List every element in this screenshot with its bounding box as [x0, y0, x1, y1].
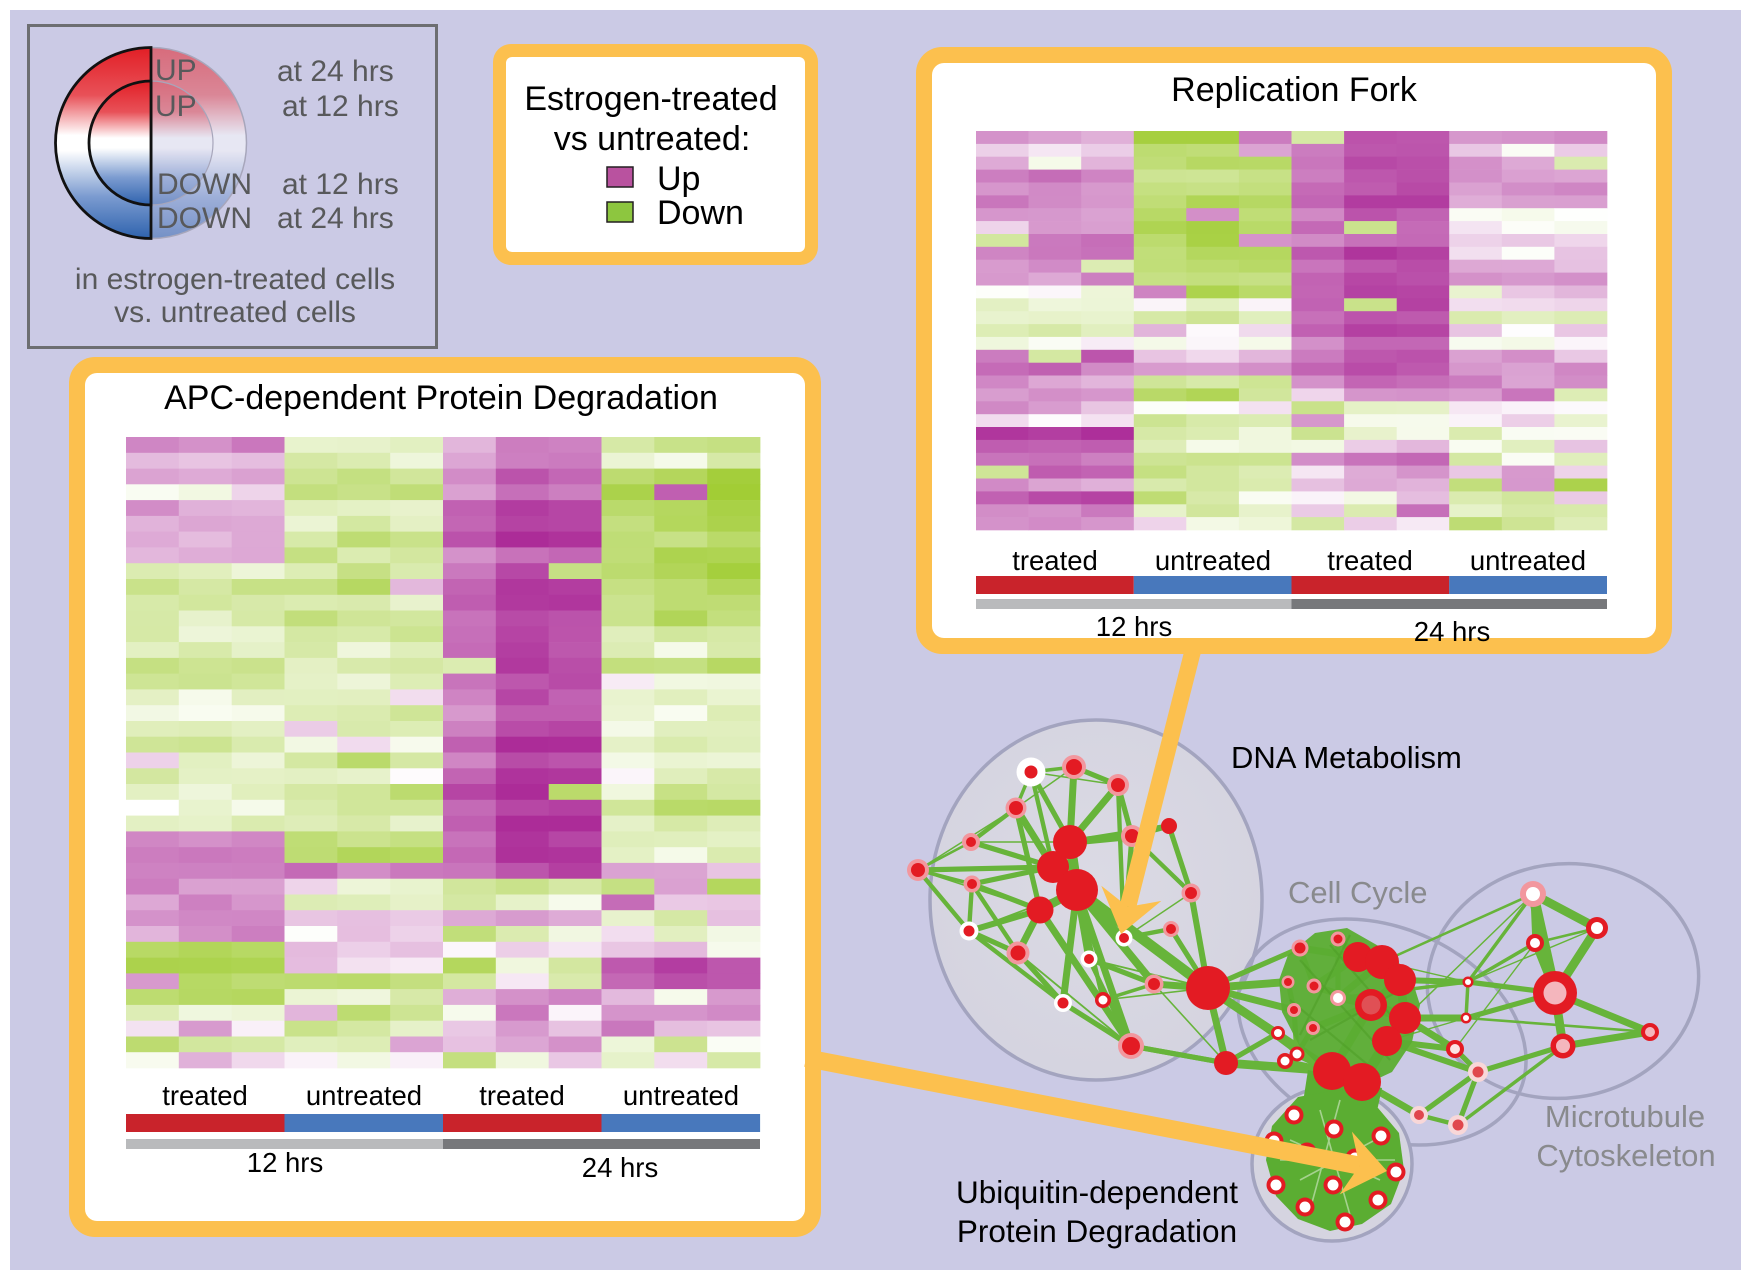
- svg-text:Replication Fork: Replication Fork: [1171, 71, 1418, 109]
- svg-text:Estrogen-treated: Estrogen-treated: [524, 80, 777, 118]
- svg-text:Microtubule: Microtubule: [1545, 1099, 1705, 1134]
- svg-text:12 hrs: 12 hrs: [247, 1147, 323, 1178]
- svg-text:treated: treated: [1012, 545, 1098, 576]
- svg-text:Up: Up: [657, 160, 700, 198]
- svg-text:untreated: untreated: [1470, 545, 1586, 576]
- svg-text:24 hrs: 24 hrs: [582, 1152, 658, 1183]
- svg-text:untreated: untreated: [1155, 545, 1271, 576]
- svg-text:vs untreated:: vs untreated:: [554, 120, 751, 158]
- svg-text:Cell Cycle: Cell Cycle: [1288, 875, 1428, 910]
- svg-text:in estrogen-treated cells: in estrogen-treated cells: [75, 263, 395, 296]
- svg-text:UP: UP: [155, 90, 197, 123]
- svg-text:Protein Degradation: Protein Degradation: [957, 1213, 1237, 1249]
- svg-text:Ubiquitin-dependent: Ubiquitin-dependent: [956, 1174, 1238, 1210]
- svg-text:Down: Down: [657, 194, 744, 232]
- svg-text:at 24 hrs: at 24 hrs: [277, 55, 394, 88]
- svg-text:at 12 hrs: at 12 hrs: [282, 90, 399, 123]
- svg-text:Cytoskeleton: Cytoskeleton: [1536, 1138, 1715, 1173]
- svg-text:DOWN: DOWN: [157, 202, 252, 235]
- svg-text:UP: UP: [155, 54, 197, 87]
- svg-text:treated: treated: [162, 1080, 248, 1111]
- svg-text:at 12 hrs: at 12 hrs: [282, 168, 399, 201]
- svg-text:treated: treated: [1327, 545, 1413, 576]
- svg-text:untreated: untreated: [306, 1080, 422, 1111]
- svg-text:at 24 hrs: at 24 hrs: [277, 202, 394, 235]
- svg-text:24 hrs: 24 hrs: [1414, 616, 1490, 647]
- svg-text:vs. untreated cells: vs. untreated cells: [114, 296, 356, 329]
- svg-text:DNA Metabolism: DNA Metabolism: [1231, 740, 1462, 775]
- svg-text:treated: treated: [479, 1080, 565, 1111]
- svg-text:untreated: untreated: [623, 1080, 739, 1111]
- svg-text:12 hrs: 12 hrs: [1096, 611, 1172, 642]
- svg-text:DOWN: DOWN: [157, 168, 252, 201]
- svg-text:APC-dependent Protein Degradat: APC-dependent Protein Degradation: [164, 379, 718, 417]
